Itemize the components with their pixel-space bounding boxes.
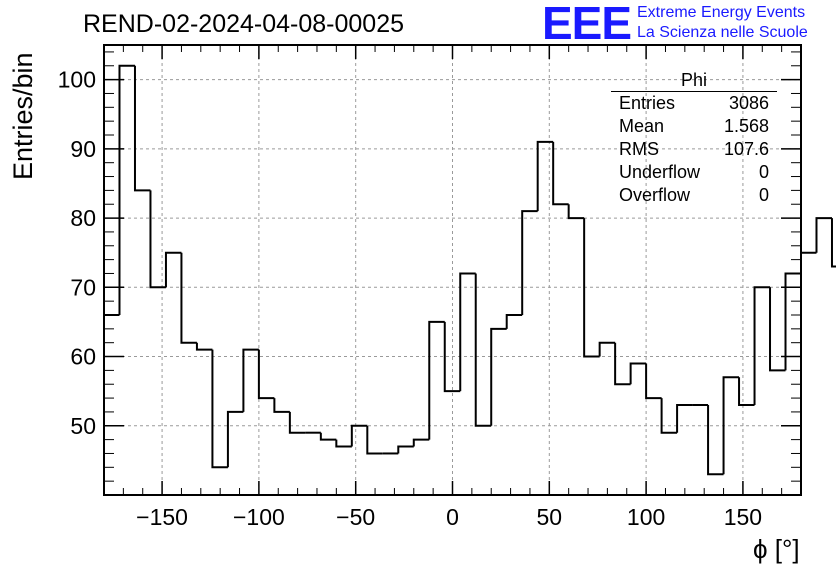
- histogram-bin: [133, 65, 151, 192]
- stats-box: Phi Entries 3086 Mean 1.568 RMS 107.6 Un…: [611, 70, 777, 207]
- histogram-bin: [149, 190, 166, 289]
- histogram-bin: [319, 432, 337, 441]
- y-tick-label: 100: [58, 67, 96, 93]
- stats-row-overflow: Overflow 0: [611, 184, 777, 207]
- histogram-bin: [722, 376, 740, 475]
- grid-lines: [104, 45, 801, 495]
- histogram-bin: [164, 251, 182, 288]
- y-axis-label: Entries/bin: [8, 52, 38, 180]
- y-tick-label: 70: [70, 274, 96, 300]
- x-tick-label: −150: [136, 504, 188, 530]
- x-tick-label: 50: [537, 504, 563, 530]
- stats-label: Entries: [619, 93, 676, 113]
- y-tick-label: 90: [70, 136, 96, 162]
- histogram-bin: [536, 140, 554, 212]
- y-tick-label: 60: [70, 344, 96, 370]
- stats-label: Overflow: [619, 185, 691, 205]
- y-tick-label: 50: [70, 413, 96, 439]
- histogram-bin: [180, 252, 197, 344]
- histogram-bin: [707, 405, 724, 476]
- histogram-bin: [490, 327, 507, 426]
- histogram-bin: [242, 348, 259, 412]
- x-tick-label: −100: [233, 504, 285, 530]
- stats-value: 1.568: [723, 116, 769, 136]
- stats-value: 0: [758, 185, 769, 205]
- histogram-bin: [474, 273, 492, 427]
- x-tick-label: 150: [724, 504, 762, 530]
- stats-value: 107.6: [723, 139, 769, 159]
- x-tick-label: 0: [446, 504, 459, 530]
- histogram-bin: [195, 342, 213, 351]
- histogram-bin: [273, 398, 290, 413]
- axis-ticks: [104, 45, 801, 495]
- x-tick-label: −50: [336, 504, 375, 530]
- x-tick-label: 100: [627, 504, 665, 530]
- histogram-bin: [676, 404, 693, 433]
- histogram-bin: [830, 218, 836, 268]
- histogram-bin: [769, 287, 786, 372]
- histogram-bin: [614, 342, 631, 386]
- histogram-bin: [288, 411, 306, 434]
- plot-title: REND-02-2024-04-08-00025: [83, 10, 405, 38]
- histogram-bin: [815, 217, 832, 253]
- stats-value: 0: [758, 162, 769, 182]
- eee-logo: EEE: [542, 0, 632, 49]
- histogram-bin: [257, 349, 275, 400]
- histogram-bin: [521, 210, 538, 315]
- stats-row-rms: RMS 107.6: [611, 138, 777, 161]
- stats-value: 3086: [728, 93, 769, 113]
- histogram-bin: [211, 349, 228, 469]
- histogram-bin: [428, 320, 445, 440]
- x-axis-label: ϕ [°]: [753, 534, 800, 564]
- eee-logo-line2: La Scienza nelle Scuole: [637, 24, 808, 41]
- histogram-bin: [459, 272, 476, 392]
- histogram-bin: [335, 439, 352, 448]
- histogram-bin: [552, 141, 569, 206]
- histogram-bin: [350, 424, 368, 447]
- histogram-bin: [412, 438, 430, 447]
- eee-logo-line1: Extreme Energy Events: [637, 4, 806, 21]
- histogram-bin: [753, 286, 771, 405]
- histogram-bin: [226, 410, 244, 468]
- histogram-bin: [598, 341, 616, 357]
- histogram-bin: [645, 363, 662, 400]
- stats-row-underflow: Underflow 0: [611, 161, 777, 184]
- stats-row-entries: Entries 3086: [611, 92, 777, 115]
- stats-label: Underflow: [619, 162, 701, 182]
- y-tick-label: 80: [70, 205, 96, 231]
- histogram-bin: [800, 251, 817, 274]
- stats-histogram-name: Phi: [611, 70, 777, 92]
- histogram-bin: [118, 64, 135, 315]
- stats-row-mean: Mean 1.568: [611, 115, 777, 138]
- histogram-bin: [103, 314, 120, 495]
- histogram-bin: [738, 377, 755, 406]
- histogram-bin: [567, 204, 585, 220]
- histogram-bin: [397, 445, 414, 454]
- x-tick-labels: −150 −100 −50 0 50 100 150: [136, 504, 762, 530]
- histogram-bin: [366, 425, 383, 455]
- y-tick-labels: 50 60 70 80 90 100: [58, 67, 96, 439]
- histogram-bin: [629, 362, 647, 385]
- histogram-bin: [443, 321, 461, 393]
- stats-label: Mean: [619, 116, 665, 136]
- histogram-bin: [660, 398, 678, 434]
- stats-label: RMS: [619, 139, 659, 159]
- histogram-bin: [505, 314, 523, 329]
- histogram-bin: [583, 218, 600, 358]
